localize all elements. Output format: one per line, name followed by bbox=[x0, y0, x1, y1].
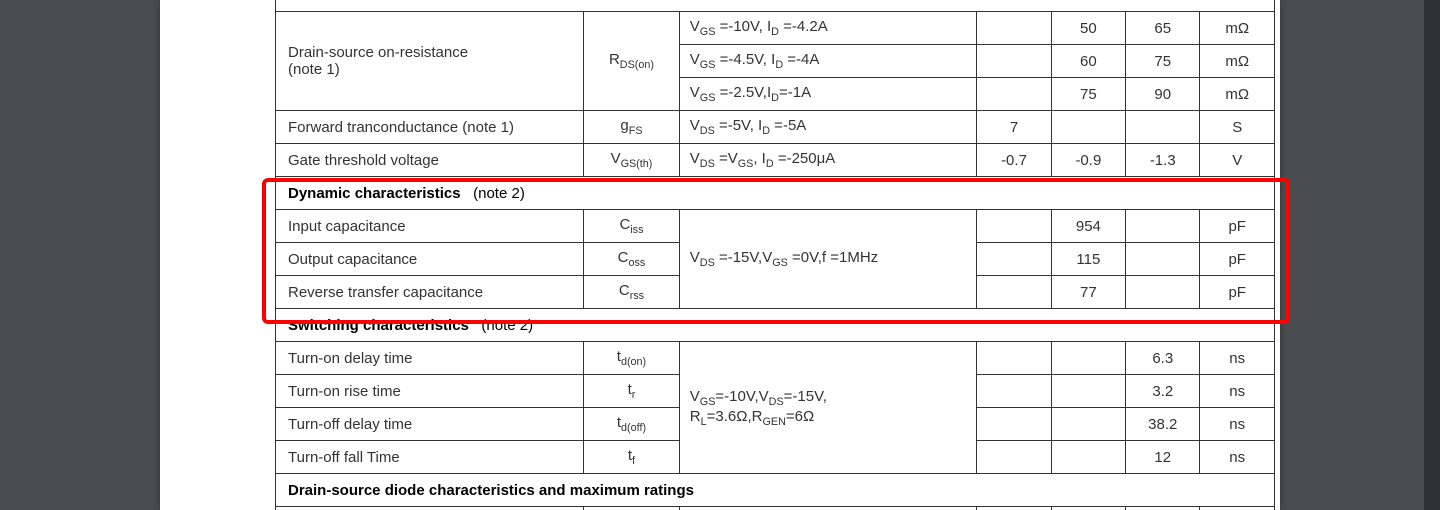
coss-unit: pF bbox=[1200, 243, 1275, 276]
section-diode: Drain-source diode characteristics and m… bbox=[276, 474, 1275, 507]
tr-symbol: tr bbox=[584, 375, 680, 408]
gfs-symbol: gFS bbox=[584, 111, 680, 144]
rdson1-min bbox=[977, 12, 1051, 45]
section-dynamic-title: Dynamic characteristics bbox=[288, 185, 461, 202]
tf-max: 12 bbox=[1126, 441, 1200, 474]
tr-param: Turn-on rise time bbox=[276, 375, 584, 408]
vgsth-param: Gate threshold voltage bbox=[276, 144, 584, 177]
section-on-title: On characteristics bbox=[276, 0, 1275, 12]
rdson2-typ: 60 bbox=[1051, 45, 1125, 78]
rdson-cond3: VGS =-2.5V,ID=-1A bbox=[679, 78, 977, 111]
rdson3-max: 90 bbox=[1126, 78, 1200, 111]
crss-unit: pF bbox=[1200, 276, 1275, 309]
gfs-min: 7 bbox=[977, 111, 1051, 144]
gfs-param: Forward tranconductance (note 1) bbox=[276, 111, 584, 144]
tdoff-param: Turn-off delay time bbox=[276, 408, 584, 441]
tf-param: Turn-off fall Time bbox=[276, 441, 584, 474]
section-dynamic-cell: Dynamic characteristics (note 2) bbox=[276, 177, 1275, 210]
tdon-max: 6.3 bbox=[1126, 342, 1200, 375]
spec-table: On characteristics Drain-source on-resis… bbox=[275, 0, 1275, 510]
section-dynamic-note: (note 2) bbox=[473, 185, 525, 202]
row-ciss: Input capacitance Ciss VDS =-15V,VGS =0V… bbox=[276, 210, 1275, 243]
rdson-param-text: Drain-source on-resistance bbox=[288, 44, 468, 61]
coss-typ: 115 bbox=[1051, 243, 1125, 276]
gfs-typ bbox=[1051, 111, 1125, 144]
coss-symbol: Coss bbox=[584, 243, 680, 276]
crss-symbol: Crss bbox=[584, 276, 680, 309]
scrollbar-gutter[interactable] bbox=[1424, 0, 1440, 510]
crss-param: Reverse transfer capacitance bbox=[276, 276, 584, 309]
coss-param: Output capacitance bbox=[276, 243, 584, 276]
gfs-max bbox=[1126, 111, 1200, 144]
rdson1-unit: mΩ bbox=[1200, 12, 1275, 45]
vgsth-cond: VDS =VGS, ID =-250μA bbox=[679, 144, 977, 177]
vgsth-max: -1.3 bbox=[1126, 144, 1200, 177]
gfs-unit: S bbox=[1200, 111, 1275, 144]
row-diode-blank bbox=[276, 507, 1275, 510]
rdson2-unit: mΩ bbox=[1200, 45, 1275, 78]
section-dynamic: Dynamic characteristics (note 2) bbox=[276, 177, 1275, 210]
row-gfs: Forward tranconductance (note 1) gFS VDS… bbox=[276, 111, 1275, 144]
tdon-symbol: td(on) bbox=[584, 342, 680, 375]
section-switching-note: (note 2) bbox=[481, 317, 533, 334]
rdson-symbol: RDS(on) bbox=[584, 12, 680, 111]
tdoff-max: 38.2 bbox=[1126, 408, 1200, 441]
section-switching-title: Switching characteristics bbox=[288, 317, 469, 334]
sw-cond: VGS=-10V,VDS=-15V, RL=3.6Ω,RGEN=6Ω bbox=[679, 342, 977, 474]
tdon-param: Turn-on delay time bbox=[276, 342, 584, 375]
vgsth-symbol: VGS(th) bbox=[584, 144, 680, 177]
tf-unit: ns bbox=[1200, 441, 1275, 474]
row-vgsth: Gate threshold voltage VGS(th) VDS =VGS,… bbox=[276, 144, 1275, 177]
sw-cond-line1: VGS=-10V,VDS=-15V, bbox=[690, 388, 827, 405]
vgsth-min: -0.7 bbox=[977, 144, 1051, 177]
row-tdon: Turn-on delay time td(on) VGS=-10V,VDS=-… bbox=[276, 342, 1275, 375]
rdson3-typ: 75 bbox=[1051, 78, 1125, 111]
rdson1-max: 65 bbox=[1126, 12, 1200, 45]
tdoff-unit: ns bbox=[1200, 408, 1275, 441]
rdson2-max: 75 bbox=[1126, 45, 1200, 78]
cap-cond: VDS =-15V,VGS =0V,f =1MHz bbox=[679, 210, 977, 309]
section-diode-title: Drain-source diode characteristics and m… bbox=[276, 474, 1275, 507]
row-rdson-1: Drain-source on-resistance (note 1) RDS(… bbox=[276, 12, 1275, 45]
tr-unit: ns bbox=[1200, 375, 1275, 408]
rdson-cond2: VGS =-4.5V, ID =-4A bbox=[679, 45, 977, 78]
ciss-param: Input capacitance bbox=[276, 210, 584, 243]
tdon-unit: ns bbox=[1200, 342, 1275, 375]
vgsth-unit: V bbox=[1200, 144, 1275, 177]
ciss-unit: pF bbox=[1200, 210, 1275, 243]
rdson-param: Drain-source on-resistance (note 1) bbox=[276, 12, 584, 111]
crss-typ: 77 bbox=[1051, 276, 1125, 309]
rdson-cond1: VGS =-10V, ID =-4.2A bbox=[679, 12, 977, 45]
vgsth-typ: -0.9 bbox=[1051, 144, 1125, 177]
rdson-param-note: (note 1) bbox=[288, 61, 340, 78]
pdf-viewer: On characteristics Drain-source on-resis… bbox=[0, 0, 1440, 510]
tf-symbol: tf bbox=[584, 441, 680, 474]
sw-cond-line2: RL=3.6Ω,RGEN=6Ω bbox=[690, 408, 814, 425]
tr-max: 3.2 bbox=[1126, 375, 1200, 408]
rdson1-typ: 50 bbox=[1051, 12, 1125, 45]
gfs-cond: VDS =-5V, ID =-5A bbox=[679, 111, 977, 144]
tdoff-symbol: td(off) bbox=[584, 408, 680, 441]
section-switching-cell: Switching characteristics (note 2) bbox=[276, 309, 1275, 342]
ciss-typ: 954 bbox=[1051, 210, 1125, 243]
section-switching: Switching characteristics (note 2) bbox=[276, 309, 1275, 342]
ciss-symbol: Ciss bbox=[584, 210, 680, 243]
section-on: On characteristics bbox=[276, 0, 1275, 12]
document-page: On characteristics Drain-source on-resis… bbox=[160, 0, 1280, 510]
rdson3-unit: mΩ bbox=[1200, 78, 1275, 111]
